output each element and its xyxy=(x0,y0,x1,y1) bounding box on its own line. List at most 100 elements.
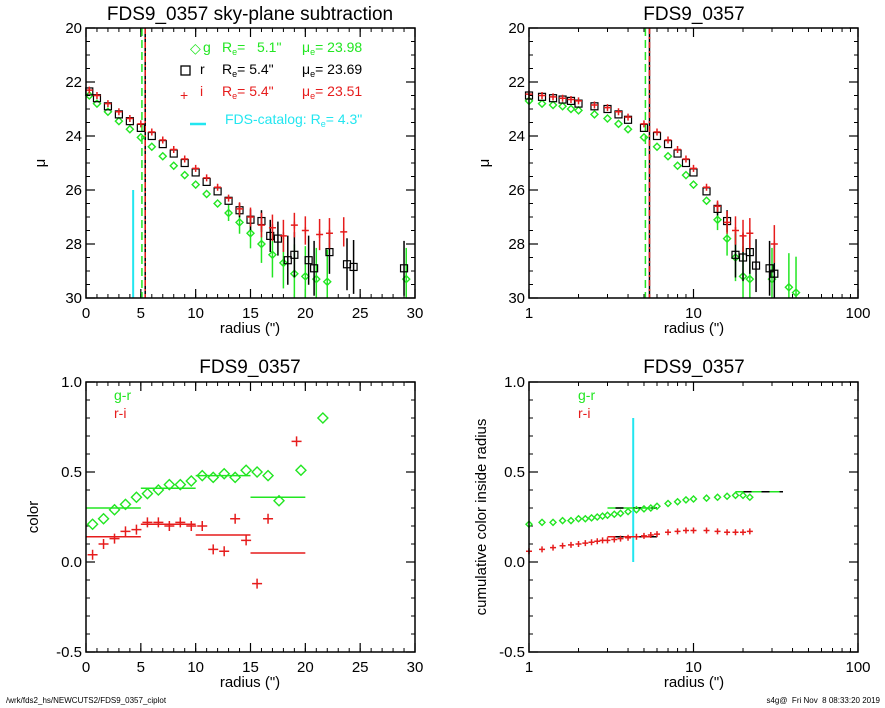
legend-band: r xyxy=(200,61,205,77)
data-point-diamond xyxy=(623,124,633,134)
data-point-plus xyxy=(604,537,611,544)
series-r xyxy=(524,91,779,298)
data-point-diamond xyxy=(125,124,135,134)
data-point-plus xyxy=(567,96,575,104)
data-point-square xyxy=(765,264,774,273)
y-tick-label: -0.5 xyxy=(499,644,525,661)
panel-cumulative-color: FDS9_0357 radius (") cumulative color in… xyxy=(473,357,871,691)
data-point-diamond xyxy=(147,142,157,152)
data-point-plus xyxy=(325,229,333,237)
legend-item-r: r Re= 5.4" μe= 23.69 xyxy=(180,61,362,79)
y-tick-label: 26 xyxy=(65,182,82,199)
x-tick-label: 1 xyxy=(525,305,533,322)
data-point-plus xyxy=(197,521,208,531)
data-point-plus xyxy=(85,86,93,94)
data-point-diamond xyxy=(251,466,264,478)
data-point-plus xyxy=(664,136,672,144)
data-point-diamond xyxy=(169,161,179,171)
data-point-plus xyxy=(575,541,582,547)
data-point-plus xyxy=(241,535,252,546)
y-tick-label: 22 xyxy=(65,74,82,91)
data-point-diamond xyxy=(218,467,231,480)
y-tick-label: 28 xyxy=(508,236,525,253)
data-point-plus xyxy=(539,546,546,553)
data-point-plus xyxy=(225,194,233,202)
data-point-diamond xyxy=(163,478,176,491)
legend-band: i xyxy=(200,83,203,99)
data-point-diamond xyxy=(191,180,201,190)
data-point-diamond xyxy=(240,464,253,477)
data-point-diamond xyxy=(791,288,801,298)
data-point-plus xyxy=(257,221,265,229)
data-point-diamond xyxy=(202,189,212,199)
data-point-plus xyxy=(665,529,672,536)
data-point-plus xyxy=(617,535,624,542)
data-point-plus xyxy=(647,532,654,538)
data-point-plus xyxy=(252,578,263,589)
y-tick-label: 26 xyxy=(508,182,525,199)
y-tick-label: 20 xyxy=(508,20,525,37)
data-point-diamond xyxy=(267,250,277,260)
data-point-plus xyxy=(654,531,661,538)
data-point-plus xyxy=(538,92,546,99)
y-tick-label: 24 xyxy=(508,128,525,145)
y-tick-label: 30 xyxy=(65,290,82,307)
data-point-square xyxy=(290,250,299,259)
series-i xyxy=(525,90,778,263)
data-point-diamond xyxy=(558,101,568,111)
data-point-diamond xyxy=(745,493,754,502)
data-point-diamond xyxy=(603,511,612,520)
data-point-diamond xyxy=(278,258,288,268)
data-point-plus xyxy=(714,202,722,210)
data-point-plus xyxy=(247,213,254,221)
data-point-diamond xyxy=(103,107,113,117)
data-point-plus xyxy=(739,232,747,240)
data-point-plus xyxy=(732,529,739,536)
data-point-plus xyxy=(164,521,175,531)
legend-item-i: + i Re= 5.4" μe= 23.51 xyxy=(180,83,362,103)
data-point-plus xyxy=(208,544,219,555)
plot-frame xyxy=(528,381,859,653)
y-tick-label: 24 xyxy=(65,128,82,145)
data-point-diamond xyxy=(174,478,187,491)
data-point-plus xyxy=(640,120,648,128)
data-point-diamond xyxy=(158,151,168,161)
data-point-diamond xyxy=(610,510,619,519)
data-point-diamond xyxy=(581,514,590,523)
footer-timestamp: s4g@ Fri Nov 8 08:33:20 2019 xyxy=(766,696,880,705)
data-point-plus xyxy=(624,113,632,121)
series-g xyxy=(524,96,801,298)
data-point-plus xyxy=(230,513,241,524)
data-point-square xyxy=(349,262,358,272)
data-point-plus xyxy=(98,539,109,549)
legend-mu: μe= 23.98 xyxy=(302,39,362,57)
y-axis-label: μ xyxy=(32,159,49,168)
data-point-plus xyxy=(170,146,178,153)
plot-frame xyxy=(528,27,859,299)
data-point-plus xyxy=(290,221,298,229)
data-point-diamond xyxy=(97,512,110,525)
data-point-square xyxy=(273,234,283,243)
data-point-plus xyxy=(625,534,632,541)
data-point-plus xyxy=(301,227,309,234)
x-tick-label: 10 xyxy=(187,305,204,322)
data-point-plus xyxy=(115,108,123,116)
data-point-diamond xyxy=(614,119,623,129)
data-point-plus xyxy=(181,155,189,163)
data-point-diamond xyxy=(256,239,266,249)
data-point-plus xyxy=(109,533,120,544)
data-point-diamond xyxy=(130,491,143,504)
y-tick-label: 20 xyxy=(65,20,82,37)
x-tick-label: 1 xyxy=(525,659,533,676)
data-point-plus xyxy=(594,538,601,545)
data-point-diamond xyxy=(574,105,584,115)
data-point-diamond xyxy=(136,132,146,142)
x-tick-label: 15 xyxy=(242,659,259,676)
data-point-plus xyxy=(131,524,142,535)
data-point-plus xyxy=(268,224,276,232)
data-point-diamond xyxy=(92,99,102,109)
y-tick-label: 22 xyxy=(508,74,525,91)
data-point-diamond xyxy=(663,151,673,161)
y-tick-label: 0.0 xyxy=(504,554,525,571)
data-point-diamond xyxy=(567,516,575,525)
